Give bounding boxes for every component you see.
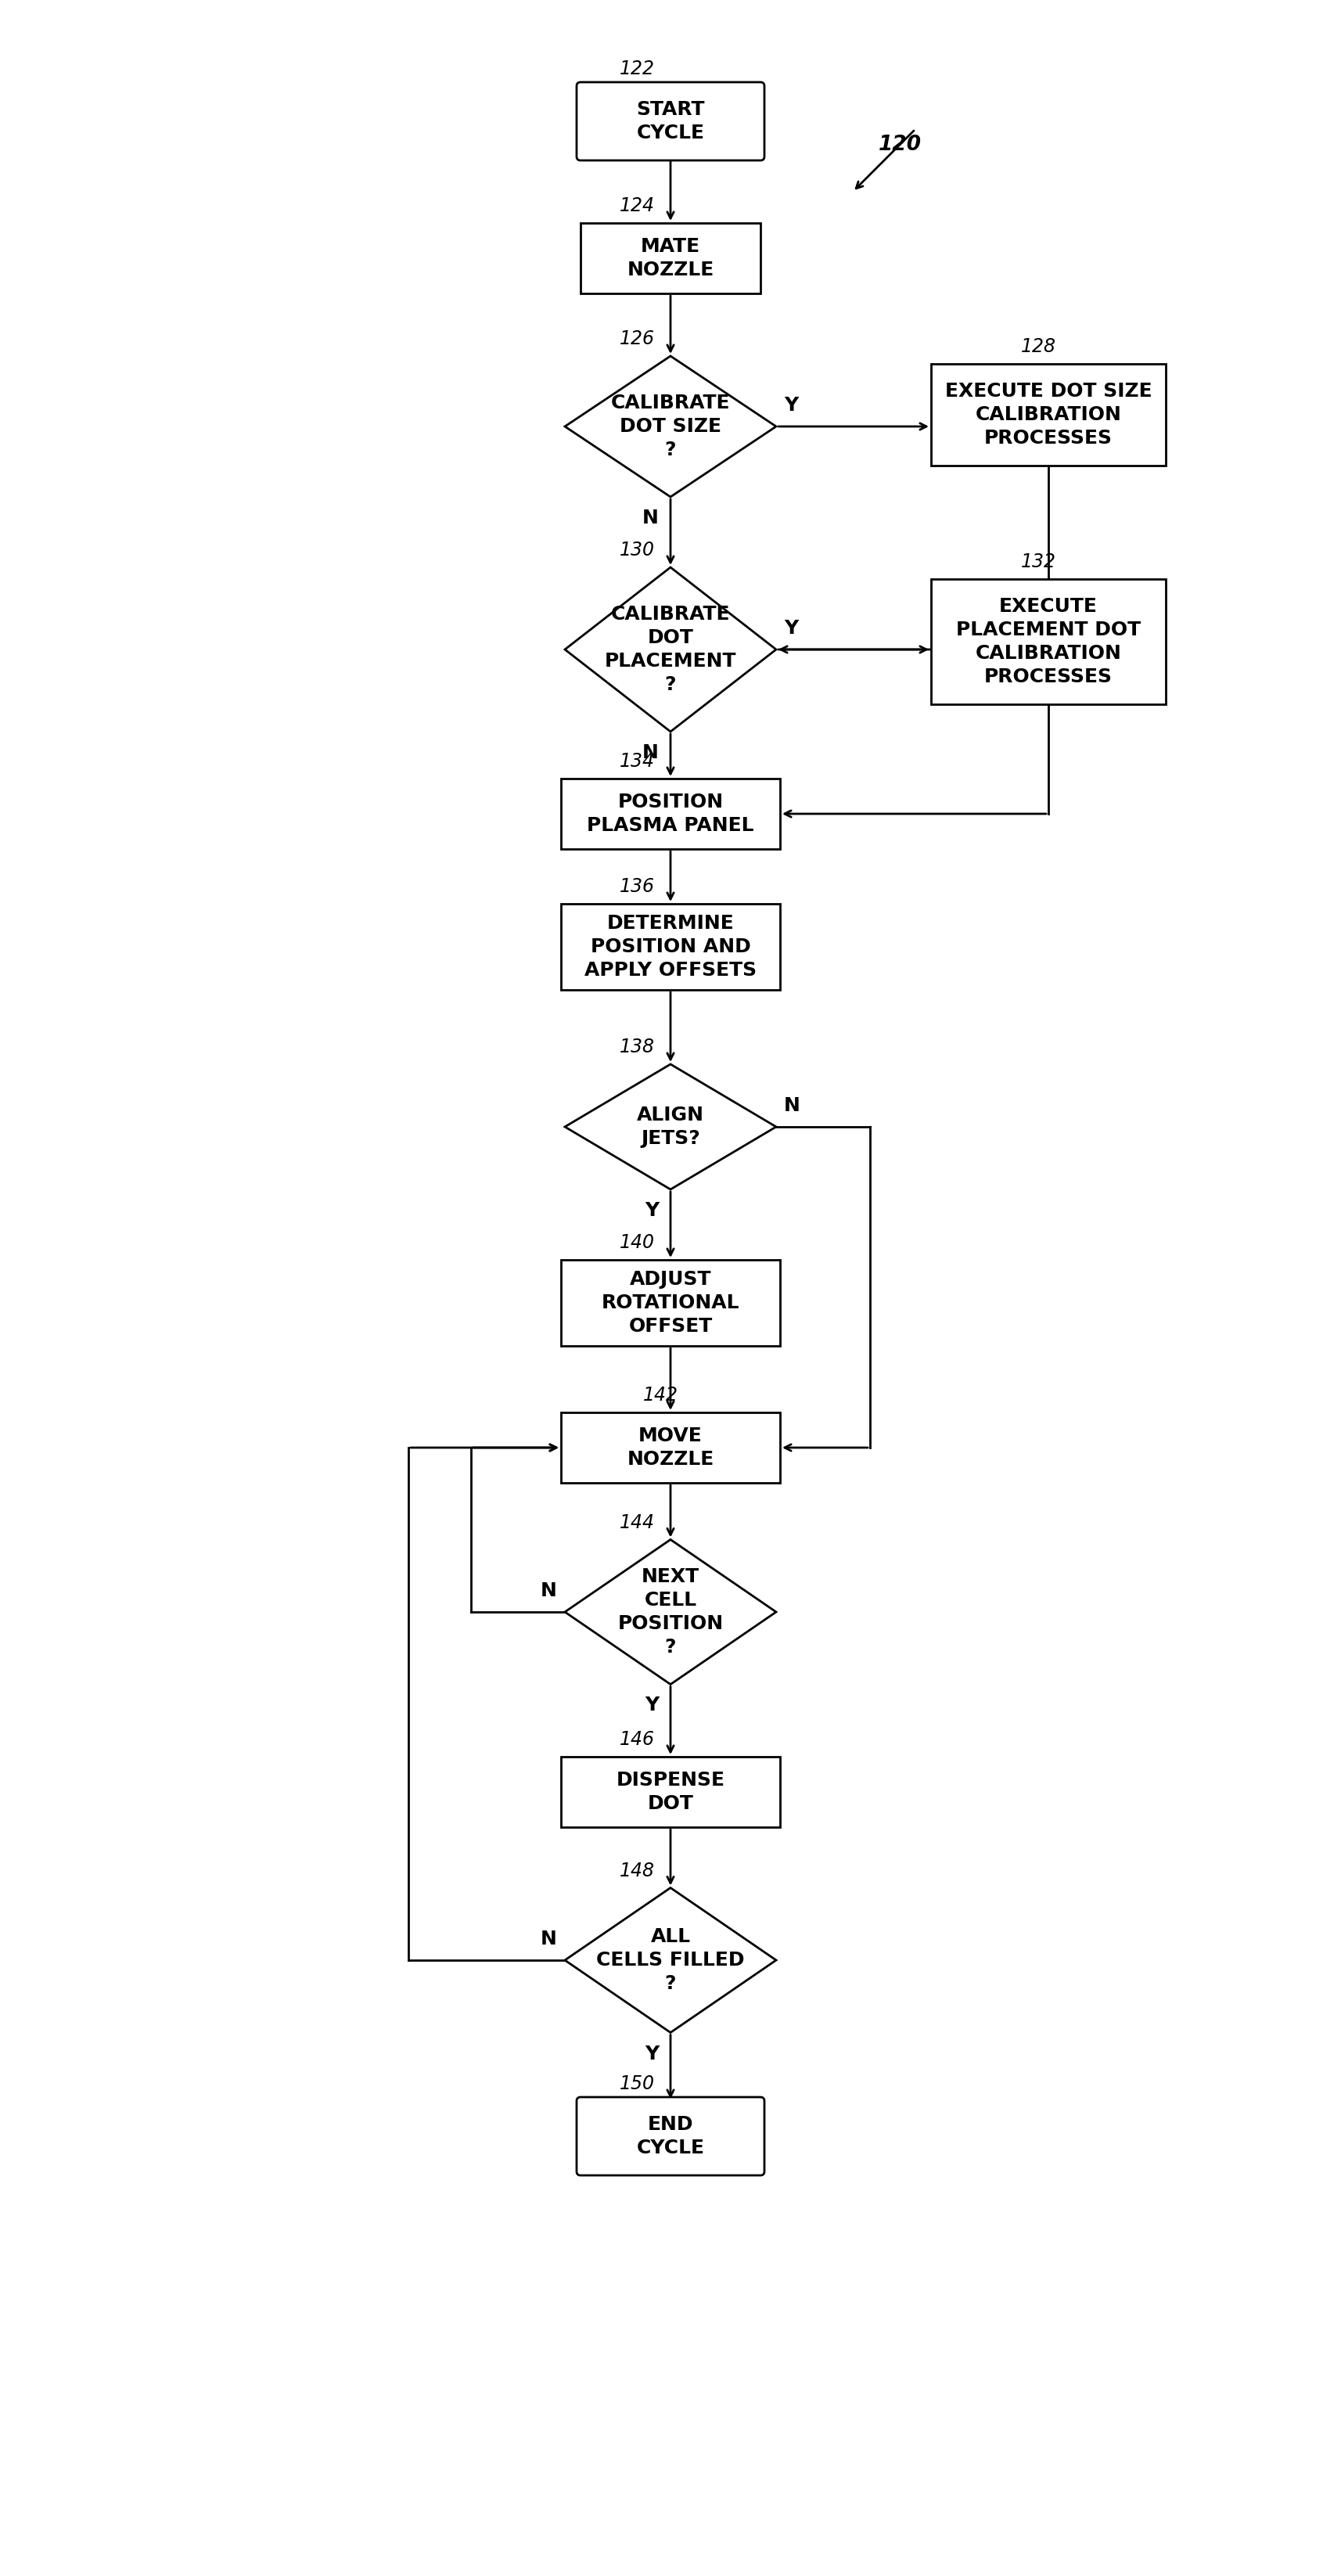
Text: 124: 124 (620, 196, 654, 216)
Bar (561, 1757, 779, 1826)
Text: MOVE
NOZZLE: MOVE NOZZLE (626, 1427, 713, 1468)
Text: 144: 144 (620, 1512, 654, 1533)
FancyBboxPatch shape (577, 82, 764, 160)
Text: 140: 140 (620, 1234, 654, 1252)
Text: 142: 142 (642, 1386, 679, 1404)
Text: Y: Y (783, 618, 798, 639)
Text: 148: 148 (620, 1862, 654, 1880)
Text: Y: Y (783, 397, 798, 415)
FancyBboxPatch shape (577, 2097, 764, 2174)
Text: 130: 130 (620, 541, 654, 559)
Text: CALIBRATE
DOT
PLACEMENT
?: CALIBRATE DOT PLACEMENT ? (605, 605, 736, 693)
Text: N: N (540, 1929, 557, 1947)
Bar (561, 1412, 779, 1484)
Text: 138: 138 (620, 1038, 654, 1056)
Polygon shape (565, 1888, 775, 2032)
Text: N: N (642, 507, 658, 528)
Text: ALIGN
JETS?: ALIGN JETS? (637, 1105, 704, 1149)
Text: ADJUST
ROTATIONAL
OFFSET: ADJUST ROTATIONAL OFFSET (601, 1270, 739, 1334)
Bar (931, 363, 1165, 466)
Text: N: N (540, 1582, 557, 1600)
Text: 122: 122 (620, 59, 654, 77)
Polygon shape (565, 567, 775, 732)
Text: Y: Y (644, 1695, 658, 1716)
Text: Y: Y (644, 1200, 658, 1221)
Text: N: N (783, 1097, 799, 1115)
Polygon shape (565, 355, 775, 497)
Text: N: N (642, 744, 658, 762)
Text: Y: Y (644, 2045, 658, 2063)
Text: 120: 120 (877, 134, 921, 155)
Text: EXECUTE DOT SIZE
CALIBRATION
PROCESSES: EXECUTE DOT SIZE CALIBRATION PROCESSES (944, 381, 1151, 448)
Bar (581, 224, 760, 294)
Polygon shape (565, 1064, 775, 1190)
Bar (561, 1260, 779, 1345)
Text: 146: 146 (620, 1731, 654, 1749)
Text: START
CYCLE: START CYCLE (636, 100, 704, 142)
Text: ALL
CELLS FILLED
?: ALL CELLS FILLED ? (595, 1927, 744, 1994)
Text: MATE
NOZZLE: MATE NOZZLE (626, 237, 713, 278)
Text: POSITION
PLASMA PANEL: POSITION PLASMA PANEL (586, 793, 754, 835)
Bar (561, 778, 779, 850)
Bar (561, 904, 779, 989)
Text: END
CYCLE: END CYCLE (636, 2115, 704, 2156)
Text: DETERMINE
POSITION AND
APPLY OFFSETS: DETERMINE POSITION AND APPLY OFFSETS (585, 914, 756, 979)
Text: 126: 126 (620, 330, 654, 348)
Text: 150: 150 (620, 2074, 654, 2094)
Text: DISPENSE
DOT: DISPENSE DOT (616, 1770, 724, 1814)
Text: EXECUTE
PLACEMENT DOT
CALIBRATION
PROCESSES: EXECUTE PLACEMENT DOT CALIBRATION PROCES… (955, 598, 1140, 685)
Polygon shape (565, 1540, 775, 1685)
Text: 134: 134 (620, 752, 654, 770)
Text: CALIBRATE
DOT SIZE
?: CALIBRATE DOT SIZE ? (610, 394, 730, 459)
Bar (931, 580, 1165, 703)
Text: 136: 136 (620, 878, 654, 896)
Text: 128: 128 (1021, 337, 1055, 355)
Text: 132: 132 (1021, 551, 1055, 572)
Text: NEXT
CELL
POSITION
?: NEXT CELL POSITION ? (617, 1569, 723, 1656)
